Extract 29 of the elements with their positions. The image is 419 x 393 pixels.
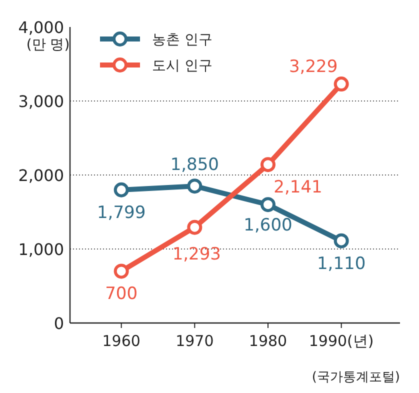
y-tick-label: 3,000 — [18, 92, 64, 111]
data-label: 700 — [105, 284, 138, 304]
legend-label: 도시 인구 — [152, 58, 212, 74]
data-label: 1,799 — [96, 202, 146, 223]
data-label: 1,850 — [170, 155, 220, 176]
x-tick-label: 1960 — [102, 332, 140, 350]
point — [114, 264, 129, 279]
legend-label: 농촌 인구 — [152, 32, 212, 48]
y-tick-label: 1,000 — [18, 240, 64, 259]
point — [187, 220, 202, 235]
data-label: 3,229 — [288, 57, 338, 78]
data-label: 1,110 — [316, 254, 366, 274]
point — [334, 76, 349, 92]
x-tick-label: 1970 — [176, 332, 214, 350]
data-label: 1,293 — [172, 244, 222, 264]
data-label: 2,141 — [274, 178, 322, 198]
point — [114, 182, 129, 198]
y-tick-label: 4,000 — [18, 18, 64, 37]
point — [260, 197, 276, 212]
y-axis-title: (만 명) — [26, 37, 70, 53]
y-tick-label: 2,000 — [18, 166, 64, 185]
point — [187, 178, 202, 194]
data-label: 1,600 — [244, 216, 292, 236]
y-tick-label: 0 — [54, 314, 64, 333]
text: (국가통계포털) — [312, 370, 400, 385]
x-tick-label: 1980 — [248, 332, 288, 350]
point — [334, 233, 349, 248]
point — [260, 157, 276, 172]
x-tick-label: 1990(년) — [308, 332, 374, 350]
